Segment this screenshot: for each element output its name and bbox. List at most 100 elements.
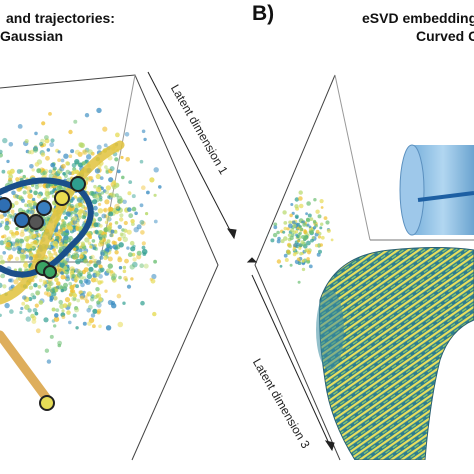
cell-point <box>97 280 102 285</box>
cluster-center <box>36 200 52 216</box>
cell-point <box>68 320 72 325</box>
cell-point <box>290 228 295 233</box>
cell-point <box>62 172 66 176</box>
cell-point <box>14 230 20 236</box>
cell-point <box>33 283 38 288</box>
cell-point <box>5 241 11 248</box>
cell-point <box>289 213 293 218</box>
cell-point <box>92 308 98 314</box>
cell-point <box>114 250 119 255</box>
cell-point <box>35 328 41 334</box>
cell-point <box>109 166 115 172</box>
cell-point <box>104 165 108 169</box>
cell-point <box>123 276 128 281</box>
cell-point <box>303 229 308 234</box>
cell-point <box>52 248 56 252</box>
cell-point <box>153 193 157 197</box>
cell-point <box>114 157 119 162</box>
cell-point <box>16 245 21 251</box>
cell-point <box>54 313 59 318</box>
cell-point <box>108 211 114 217</box>
cell-point <box>85 299 90 304</box>
cell-point <box>122 199 127 204</box>
cell-point <box>52 240 58 247</box>
cell-point <box>9 309 14 314</box>
cell-point <box>25 243 31 249</box>
cell-point <box>63 153 69 159</box>
cell-point <box>71 170 77 175</box>
cell-point <box>94 229 99 234</box>
cell-point <box>114 221 119 225</box>
cell-point <box>37 285 42 289</box>
cell-point <box>124 132 130 137</box>
cell-point <box>122 265 127 270</box>
cell-point <box>85 177 89 181</box>
cell-point <box>122 269 127 274</box>
cell-point <box>141 241 146 246</box>
cell-point <box>294 230 299 234</box>
cell-point <box>297 239 300 243</box>
cell-point <box>113 230 118 234</box>
cell-point <box>10 231 15 236</box>
cell-point <box>58 299 63 305</box>
cell-point <box>2 251 6 255</box>
cell-point <box>116 195 123 202</box>
cell-point <box>86 308 91 313</box>
cell-point <box>72 293 78 298</box>
cell-point <box>304 249 308 253</box>
cell-point <box>48 112 52 116</box>
cell-point <box>20 258 25 263</box>
cell-point <box>24 304 30 311</box>
cell-point <box>61 218 65 223</box>
cell-point <box>309 217 314 222</box>
cell-point <box>80 242 86 247</box>
cell-point <box>89 255 93 260</box>
cell-point <box>112 180 117 185</box>
cell-point <box>58 242 63 247</box>
cell-point <box>123 220 128 226</box>
cell-point <box>31 315 37 321</box>
cell-point <box>83 211 88 217</box>
cell-point <box>86 262 91 267</box>
cell-point <box>76 298 81 303</box>
cell-point <box>21 198 25 203</box>
cell-point <box>68 235 73 241</box>
cell-point <box>115 132 120 138</box>
cell-point <box>93 295 98 299</box>
cell-point <box>297 233 301 237</box>
cell-point <box>290 203 294 206</box>
cell-point <box>298 225 302 228</box>
cell-point <box>63 266 68 270</box>
cell-point <box>72 215 78 221</box>
cell-point <box>129 264 135 270</box>
cell-point <box>73 247 77 251</box>
cell-point <box>74 149 80 155</box>
cell-point <box>279 264 283 268</box>
cell-point <box>87 321 92 326</box>
cell-point <box>306 201 311 206</box>
axis3-arrowhead <box>324 440 335 452</box>
cell-point <box>10 215 14 219</box>
cell-point <box>267 192 272 197</box>
cell-point <box>294 214 299 219</box>
cell-point <box>34 303 39 308</box>
cell-point <box>2 284 7 289</box>
cell-point <box>14 256 20 261</box>
cell-point <box>126 284 132 289</box>
cell-point <box>28 202 33 207</box>
cell-point <box>0 222 3 228</box>
cell-point <box>141 129 146 134</box>
cell-point <box>31 197 36 202</box>
cell-point <box>72 219 78 225</box>
cell-point <box>136 224 142 230</box>
cell-point <box>69 270 75 276</box>
cell-point <box>27 199 31 204</box>
cell-point <box>68 129 73 135</box>
cell-point <box>149 277 153 281</box>
cell-point <box>45 183 51 189</box>
cell-point <box>300 240 305 245</box>
cell-point <box>311 236 315 240</box>
cell-point <box>0 254 4 260</box>
cell-point <box>53 316 60 322</box>
cell-point <box>49 288 56 294</box>
